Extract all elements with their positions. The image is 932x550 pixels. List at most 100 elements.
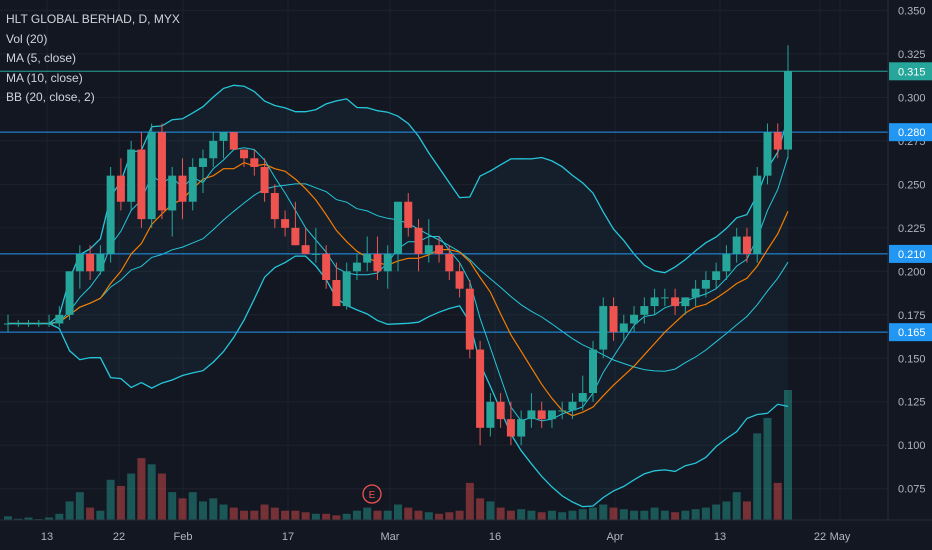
candle-body bbox=[742, 236, 751, 254]
volume-bar bbox=[640, 510, 649, 520]
earnings-circle[interactable] bbox=[362, 484, 382, 504]
volume-bar bbox=[147, 464, 156, 520]
candle-body bbox=[116, 175, 125, 202]
candle-body bbox=[630, 314, 639, 324]
volume-bar bbox=[609, 507, 618, 520]
legend-bb[interactable]: BB (20, close, 2) bbox=[6, 90, 95, 104]
volume-bar bbox=[722, 501, 731, 520]
price-tag-label: 0.280 bbox=[898, 127, 926, 139]
time-axis-label: 17 bbox=[282, 531, 294, 543]
volume-bar bbox=[106, 479, 115, 520]
candle-body bbox=[168, 175, 177, 211]
volume-bar bbox=[363, 507, 372, 520]
volume-bar bbox=[650, 507, 659, 520]
volume-bar bbox=[599, 504, 608, 520]
time-axis[interactable]: 13 22 Feb 17 Mar 16 Apr 13 22 May bbox=[41, 531, 851, 543]
candle-body bbox=[414, 227, 423, 254]
candle-body bbox=[753, 175, 762, 254]
chart-title[interactable]: HLT GLOBAL BERHAD, D, MYX bbox=[6, 12, 180, 26]
volume-bar bbox=[322, 513, 331, 520]
candle-body bbox=[486, 401, 495, 428]
volume-bar bbox=[352, 510, 361, 520]
candle-body bbox=[547, 410, 556, 420]
volume-bar bbox=[281, 510, 290, 520]
volume-bar bbox=[137, 458, 146, 520]
volume-bar bbox=[157, 473, 166, 520]
volume-bar bbox=[455, 510, 464, 520]
candle-body bbox=[188, 166, 197, 202]
volume-bar bbox=[260, 504, 269, 520]
volume-bar bbox=[24, 517, 33, 520]
candle-body bbox=[424, 245, 433, 254]
volume-bar bbox=[188, 492, 197, 520]
legend-volume[interactable]: Vol (20) bbox=[6, 31, 48, 46]
candle-body bbox=[291, 227, 300, 246]
candle-body bbox=[722, 253, 731, 272]
volume-bar bbox=[773, 482, 782, 520]
volume-bar bbox=[784, 390, 792, 520]
candle-body bbox=[671, 297, 680, 307]
price-axis-label: 0.150 bbox=[898, 353, 926, 365]
volume-bar bbox=[476, 498, 485, 520]
volume-bar bbox=[4, 516, 12, 520]
candle-body bbox=[568, 401, 577, 411]
time-axis-label: Apr bbox=[606, 531, 623, 543]
candle-body bbox=[681, 297, 690, 307]
time-axis-label: Mar bbox=[381, 531, 400, 543]
candle-body bbox=[332, 280, 341, 307]
candle-body bbox=[373, 253, 382, 272]
candle-body bbox=[260, 166, 269, 194]
volume-bar bbox=[671, 512, 680, 520]
volume-bar bbox=[404, 507, 413, 520]
volume-bar bbox=[445, 512, 454, 520]
earnings-label: E bbox=[369, 490, 376, 501]
candle-body bbox=[65, 271, 74, 315]
price-tag-box bbox=[889, 244, 932, 263]
candle-body bbox=[609, 306, 618, 333]
volume-bar bbox=[270, 507, 279, 520]
candle-body bbox=[537, 410, 546, 420]
volume-bar bbox=[383, 510, 392, 520]
candle-body bbox=[342, 271, 351, 307]
volume-bar bbox=[332, 515, 341, 520]
volume-bar bbox=[291, 510, 300, 520]
volume-bar bbox=[435, 513, 444, 520]
price-axis-label: 0.175 bbox=[898, 310, 926, 322]
candle-body bbox=[127, 149, 136, 202]
candle-body bbox=[55, 314, 64, 324]
time-axis-label: May bbox=[830, 531, 851, 543]
volume-bar bbox=[732, 492, 741, 520]
candle-body bbox=[640, 306, 649, 315]
volume-bar bbox=[517, 509, 526, 520]
volume-bar bbox=[496, 507, 505, 520]
candle-body bbox=[322, 253, 331, 280]
legend-ma10[interactable]: MA (10, close) bbox=[6, 70, 83, 85]
candle-body bbox=[599, 306, 608, 350]
volume-bar bbox=[250, 510, 259, 520]
candle-body bbox=[301, 245, 310, 254]
volume-bar bbox=[240, 510, 249, 520]
candle-body bbox=[86, 253, 95, 272]
candle-body bbox=[660, 297, 669, 299]
volume-bar bbox=[116, 485, 125, 520]
time-axis-label: 16 bbox=[489, 531, 501, 543]
volume-bar bbox=[373, 510, 382, 520]
time-axis-label: 13 bbox=[41, 531, 53, 543]
candle-body bbox=[476, 349, 485, 428]
volume-bar bbox=[301, 512, 310, 520]
time-axis-label: Feb bbox=[174, 531, 193, 543]
candle-body bbox=[250, 158, 259, 167]
volume-bar bbox=[65, 501, 74, 520]
legend-ma5[interactable]: MA (5, close) bbox=[6, 51, 77, 65]
earnings-marker[interactable]: E bbox=[362, 484, 382, 504]
candle-body bbox=[383, 253, 392, 272]
candle-body bbox=[157, 132, 166, 211]
candle-body bbox=[24, 323, 33, 325]
indicator-legend: HLT GLOBAL BERHAD, D, MYX Vol (20) MA (5… bbox=[6, 10, 180, 108]
volume-bar bbox=[619, 509, 628, 520]
volume-bar bbox=[199, 501, 207, 520]
candle-body bbox=[732, 236, 741, 254]
candlesticks bbox=[4, 45, 792, 446]
volume-bar bbox=[506, 510, 515, 520]
